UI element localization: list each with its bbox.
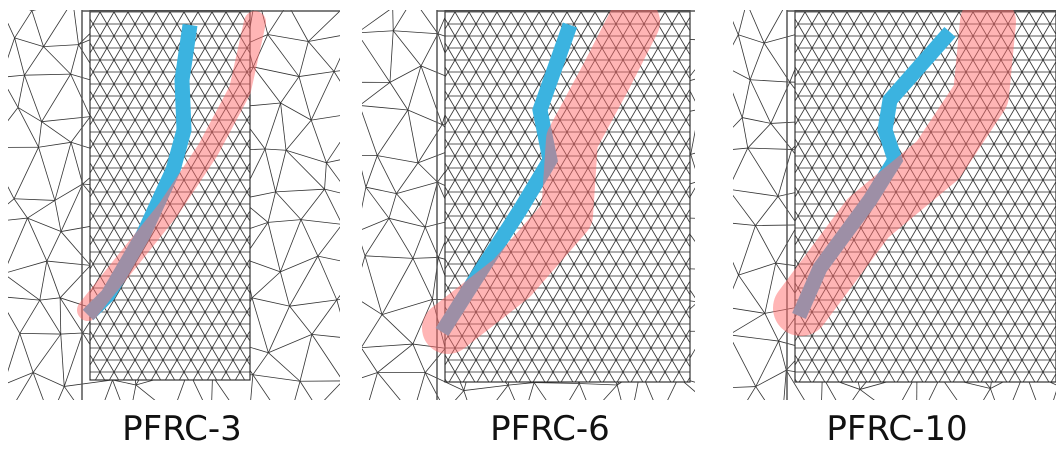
mesh-panel	[709, 0, 1056, 428]
panel-label: PFRC-3	[122, 409, 242, 449]
panel-label: PFRC-10	[826, 409, 967, 449]
figure: PFRC-3 PFRC-6 PFRC-10	[0, 0, 1056, 452]
fine-mesh	[86, 10, 373, 396]
panel-label: PFRC-6	[490, 409, 610, 449]
mesh-panel	[0, 0, 401, 429]
mesh-panel	[339, 0, 757, 429]
